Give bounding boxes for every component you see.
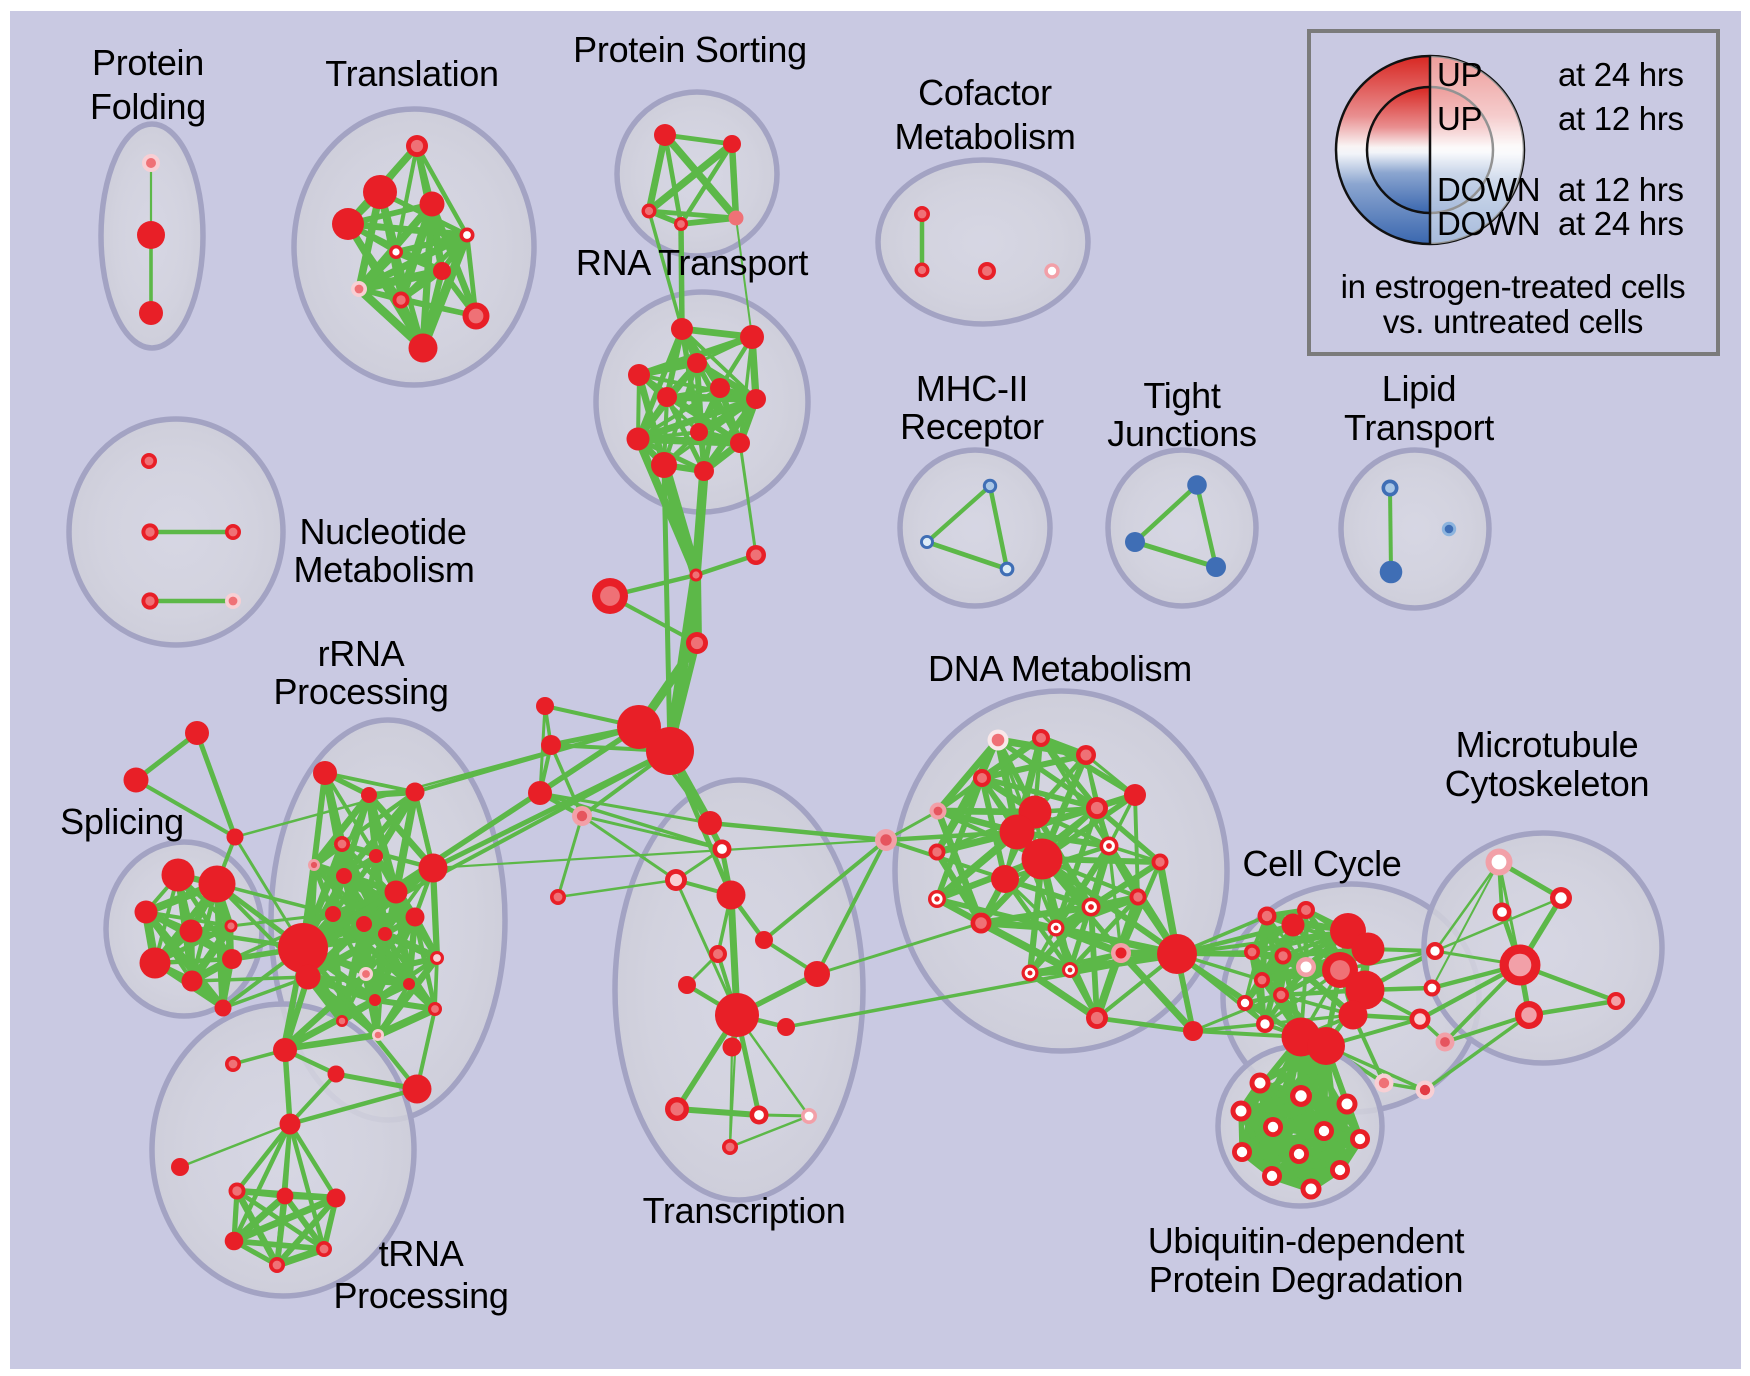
svg-text:vs. untreated cells: vs. untreated cells	[1383, 303, 1643, 340]
svg-text:Cell Cycle: Cell Cycle	[1242, 843, 1401, 884]
svg-text:Splicing: Splicing	[60, 801, 184, 842]
svg-text:Metabolism: Metabolism	[894, 116, 1075, 157]
svg-text:Nucleotide: Nucleotide	[299, 511, 466, 552]
svg-text:Cofactor: Cofactor	[918, 72, 1052, 113]
svg-text:Processing: Processing	[333, 1275, 508, 1316]
svg-text:rRNA: rRNA	[318, 633, 405, 674]
svg-text:Ubiquitin-dependent: Ubiquitin-dependent	[1148, 1220, 1465, 1261]
svg-text:Transport: Transport	[1344, 407, 1494, 448]
svg-text:RNA Transport: RNA Transport	[576, 242, 808, 283]
svg-text:Transcription: Transcription	[643, 1190, 846, 1231]
svg-text:Microtubule: Microtubule	[1456, 724, 1639, 765]
svg-text:Cytoskeleton: Cytoskeleton	[1445, 763, 1650, 804]
svg-text:Translation: Translation	[325, 53, 498, 94]
svg-text:Tight: Tight	[1143, 375, 1220, 416]
svg-text:Metabolism: Metabolism	[293, 549, 474, 590]
svg-text:Protein: Protein	[92, 42, 204, 83]
svg-text:Folding: Folding	[90, 86, 206, 127]
svg-text:Junctions: Junctions	[1107, 413, 1256, 454]
svg-text:at 24 hrs: at 24 hrs	[1558, 205, 1684, 242]
svg-text:Processing: Processing	[273, 671, 448, 712]
svg-text:DOWN: DOWN	[1437, 205, 1540, 242]
svg-text:at 12 hrs: at 12 hrs	[1558, 100, 1684, 137]
svg-text:at 12 hrs: at 12 hrs	[1558, 171, 1684, 208]
svg-text:UP: UP	[1437, 56, 1482, 93]
svg-text:at 24 hrs: at 24 hrs	[1558, 56, 1684, 93]
svg-text:DOWN: DOWN	[1437, 171, 1540, 208]
svg-text:tRNA: tRNA	[379, 1233, 464, 1274]
svg-text:Receptor: Receptor	[900, 406, 1044, 447]
svg-text:MHC-II: MHC-II	[916, 368, 1028, 409]
svg-text:DNA Metabolism: DNA Metabolism	[928, 648, 1192, 689]
svg-text:Lipid: Lipid	[1382, 368, 1457, 409]
svg-text:Protein Degradation: Protein Degradation	[1149, 1259, 1464, 1300]
svg-text:Protein Sorting: Protein Sorting	[573, 29, 807, 70]
svg-text:UP: UP	[1437, 100, 1482, 137]
svg-text:in estrogen-treated cells: in estrogen-treated cells	[1341, 268, 1686, 305]
